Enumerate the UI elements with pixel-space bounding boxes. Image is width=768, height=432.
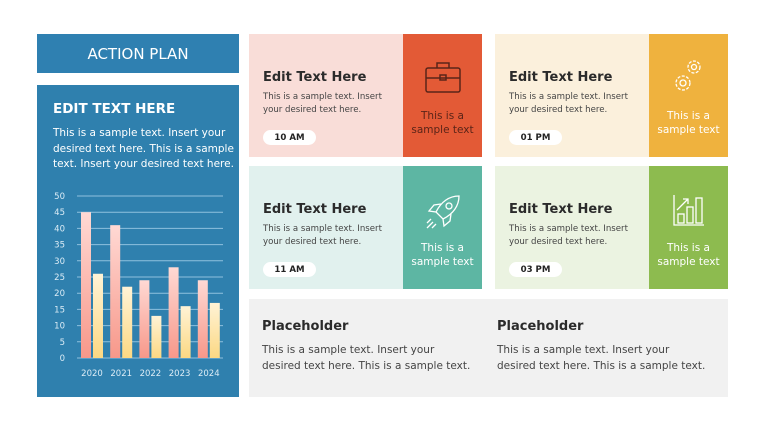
time-badge: 10 AM: [263, 130, 316, 145]
briefcase-icon: [424, 62, 461, 93]
rocket-icon: [426, 195, 460, 229]
card-side-text: This is a sample text: [411, 110, 474, 136]
bar-2022-s1: [139, 280, 150, 358]
card-side-text: This is a sample text: [657, 110, 720, 136]
card-body: This is a sample text. Insert your desir…: [263, 92, 382, 115]
placeholder-title: Placeholder: [497, 319, 584, 334]
bar-2024-s2: [209, 302, 220, 358]
y-tick-label: 30: [54, 257, 65, 267]
y-tick-label: 35: [54, 241, 65, 251]
x-tick-label: 2021: [110, 369, 132, 379]
card-side-text: This is a sample text: [411, 242, 474, 268]
card-title: Edit Text Here: [263, 70, 367, 85]
placeholder-title: Placeholder: [262, 319, 349, 334]
placeholder-body: This is a sample text. Insert your desir…: [497, 344, 706, 372]
card-title: Edit Text Here: [509, 202, 613, 217]
time-badge: 03 PM: [509, 262, 562, 277]
growth-chart-icon: [672, 195, 704, 226]
bar-2024-s1: [197, 280, 208, 358]
y-tick-label: 0: [60, 354, 65, 364]
y-tick-label: 15: [54, 305, 65, 315]
card-body: This is a sample text. Insert your desir…: [263, 224, 382, 247]
bar-2020-s2: [93, 273, 103, 358]
x-tick-label: 2023: [169, 369, 191, 379]
y-tick-label: 40: [54, 224, 65, 234]
chart-panel: 0 5 10 15 20 25 30 35 40 45 50 2020 2021 2022 2023 2024…: [37, 85, 239, 397]
gears-icon: [674, 60, 701, 91]
panel-title: EDIT TEXT HERE: [53, 101, 176, 117]
bar-chart: 0 5 10 15 20 25 30 35 40 45 50 2020 2021 2022 2023 2024: [54, 192, 223, 379]
y-tick-label: 10: [54, 322, 65, 332]
bar-2020-s1: [81, 212, 91, 358]
time-badge: 11 AM: [263, 262, 316, 277]
card-body: This is a sample text. Insert your desir…: [509, 224, 628, 247]
bar-2023-s1: [168, 267, 179, 358]
card-side-text: This is a sample text: [657, 242, 720, 268]
placeholder-section: Placeholder This is a sample text. Insert…: [249, 299, 728, 397]
y-tick-label: 5: [60, 338, 65, 348]
placeholder-body: This is a sample text. Insert your desir…: [262, 344, 471, 372]
card-title: Edit Text Here: [263, 202, 367, 217]
x-tick-label: 2020: [81, 369, 103, 379]
y-tick-label: 25: [54, 273, 65, 283]
card-01pm: Edit Text Here This is a sample text. Ins…: [495, 34, 728, 157]
bar-2023-s2: [180, 306, 191, 358]
x-tick-label: 2022: [140, 369, 162, 379]
placeholder-block: Placeholder This is a sample text. Insert…: [262, 319, 472, 374]
header-title: ACTION PLAN: [37, 34, 239, 73]
y-tick-label: 50: [54, 192, 65, 202]
time-badge: 01 PM: [509, 130, 562, 145]
card-10am: Edit Text Here This is a sample text. Ins…: [249, 34, 482, 157]
card-body: This is a sample text. Insert your desir…: [509, 92, 628, 115]
x-tick-label: 2024: [198, 369, 220, 379]
card-03pm: Edit Text Here This is a sample text. Ins…: [495, 166, 728, 289]
bar-2022-s2: [151, 315, 162, 358]
bar-2021-s1: [110, 225, 121, 358]
y-tick-label: 20: [54, 289, 65, 299]
placeholder-block: Placeholder This is a sample text. Insert…: [497, 319, 707, 374]
panel-body: This is a sample text. Insert your desir…: [53, 127, 234, 170]
bar-2021-s2: [122, 286, 133, 358]
card-11am: Edit Text Here This is a sample text. Ins…: [249, 166, 482, 289]
y-tick-label: 45: [54, 208, 65, 218]
card-title: Edit Text Here: [509, 70, 613, 85]
